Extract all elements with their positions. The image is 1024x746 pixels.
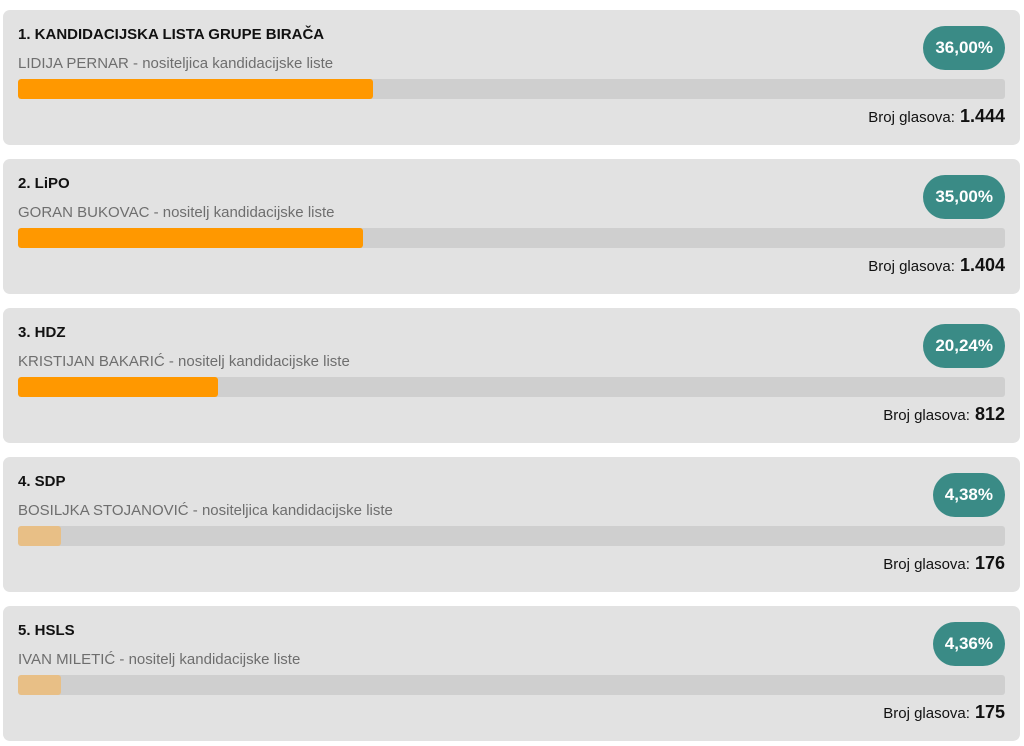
progress-fill	[18, 377, 218, 397]
percent-badge: 4,38%	[932, 473, 1005, 517]
candidate-title: 3. HDZ	[18, 324, 66, 341]
votes-label: Broj glasova:	[883, 556, 970, 573]
votes-count: Broj glasova: 812	[883, 404, 1005, 425]
candidate-card-5: 5. HSLS IVAN MILETIĆ - nositelj kandidac…	[3, 606, 1020, 741]
votes-count: Broj glasova: 176	[883, 553, 1005, 574]
votes-label: Broj glasova:	[868, 258, 955, 275]
percent-badge: 20,24%	[923, 324, 1005, 368]
candidate-card-2: 2. LiPO GORAN BUKOVAC - nositelj kandida…	[3, 159, 1020, 294]
candidate-subtitle: GORAN BUKOVAC - nositelj kandidacijske l…	[18, 204, 335, 221]
candidate-title: 4. SDP	[18, 473, 66, 490]
candidate-subtitle: BOSILJKA STOJANOVIĆ - nositeljica kandid…	[18, 502, 393, 519]
votes-value: 1.444	[959, 106, 1005, 126]
votes-value: 1.404	[959, 255, 1005, 275]
candidate-card-4: 4. SDP BOSILJKA STOJANOVIĆ - nositeljica…	[3, 457, 1020, 592]
candidate-subtitle: LIDIJA PERNAR - nositeljica kandidacijsk…	[18, 55, 334, 72]
votes-label: Broj glasova:	[868, 109, 955, 126]
candidate-card-1: 1. KANDIDACIJSKA LISTA GRUPE BIRAČA LIDI…	[3, 10, 1020, 145]
progress-track	[18, 526, 1005, 546]
percent-badge: 36,00%	[923, 26, 1005, 70]
candidate-title: 5. HSLS	[18, 622, 75, 639]
progress-fill	[18, 228, 364, 248]
votes-label: Broj glasova:	[883, 705, 970, 722]
candidate-title: 1. KANDIDACIJSKA LISTA GRUPE BIRAČA	[18, 26, 325, 43]
votes-value: 812	[974, 404, 1005, 424]
candidate-title: 2. LiPO	[18, 175, 70, 192]
candidate-card-3: 3. HDZ KRISTIJAN BAKARIĆ - nositelj kand…	[3, 308, 1020, 443]
progress-fill	[18, 79, 374, 99]
progress-track	[18, 79, 1005, 99]
votes-count: Broj glasova: 175	[883, 702, 1005, 723]
candidate-subtitle: KRISTIJAN BAKARIĆ - nositelj kandidacijs…	[18, 353, 350, 370]
votes-value: 175	[974, 702, 1005, 722]
progress-track	[18, 228, 1005, 248]
votes-label: Broj glasova:	[883, 407, 970, 424]
candidate-subtitle: IVAN MILETIĆ - nositelj kandidacijske li…	[18, 651, 301, 668]
progress-track	[18, 675, 1005, 695]
progress-fill	[18, 526, 62, 546]
progress-fill	[18, 675, 62, 695]
percent-badge: 4,36%	[932, 622, 1005, 666]
percent-badge: 35,00%	[923, 175, 1005, 219]
votes-value: 176	[974, 553, 1005, 573]
votes-count: Broj glasova: 1.404	[868, 255, 1005, 276]
progress-track	[18, 377, 1005, 397]
votes-count: Broj glasova: 1.444	[868, 106, 1005, 127]
